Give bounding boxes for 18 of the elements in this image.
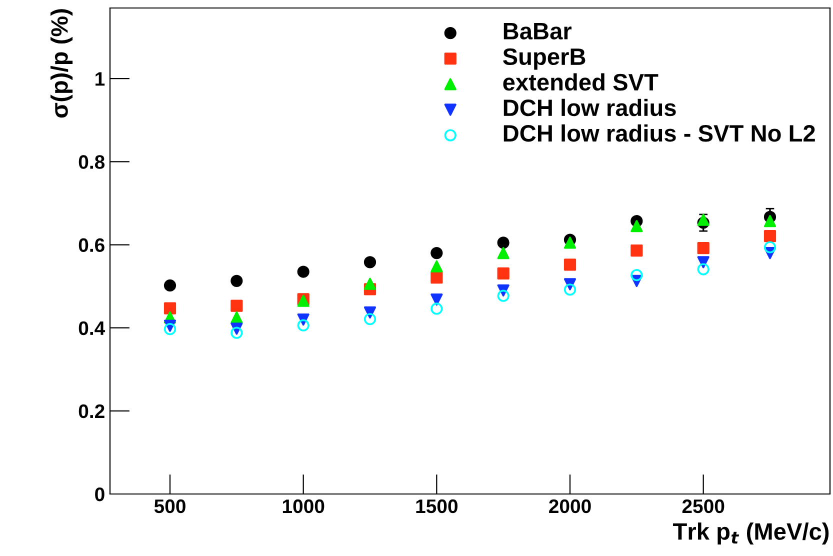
x-tick-label: 2000 [549,499,591,514]
legend-label: DCH low radius - SVT No L2 [504,124,815,142]
y-tick-label: 0.4 [78,321,106,336]
y-tick-label: 0.2 [78,404,104,418]
x-tick-label: 1500 [416,499,458,514]
legend-label: BaBar [504,23,572,40]
legend-label: extended SVT [503,73,658,91]
legend-label: SuperB [502,48,586,70]
x-tick-label: 1000 [282,499,324,514]
legend-label: DCH low radius [504,98,676,116]
x-tick-label: 500 [154,499,186,514]
x-tick-label: 2500 [682,499,724,514]
y-tick-label: 0.8 [78,155,105,169]
y-tick-label: 0.6 [78,238,104,252]
y-tick-label: 0 [95,487,104,502]
y-axis-title: σ(p)/p (%) [50,9,73,118]
y-tick-label: 1 [96,72,105,86]
x-axis-title: Trk p$_{t}$ (MeV/c) [673,522,829,545]
